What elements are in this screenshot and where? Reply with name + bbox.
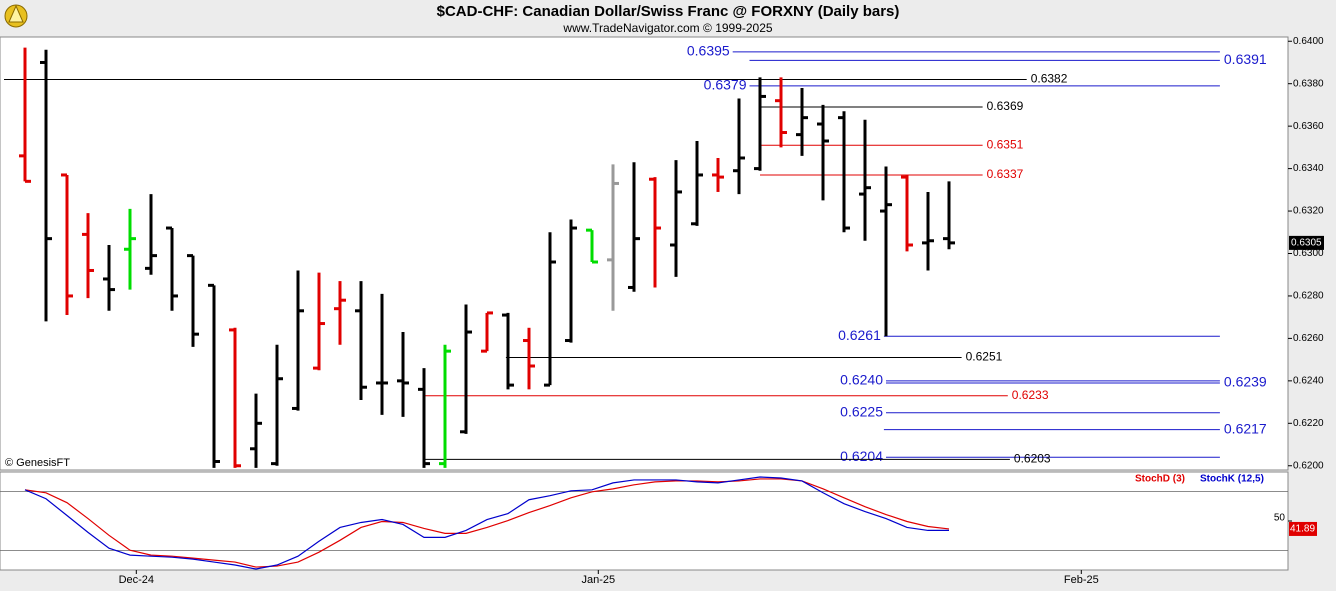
chart-title: $CAD-CHF: Canadian Dollar/Swiss Franc @ …: [437, 3, 900, 20]
legend-entry: StochD (3): [1135, 474, 1185, 485]
level-label: 0.6337: [987, 167, 1024, 181]
x-tick-label: Dec-24: [119, 574, 154, 586]
x-tick-label: Jan-25: [581, 574, 615, 586]
last-price-box: [1289, 235, 1324, 250]
price-panel: [0, 36, 1289, 471]
y-tick-label: 0.6320: [1293, 206, 1324, 217]
level-label: 0.6233: [1012, 388, 1049, 402]
y-tick-label: 0.6240: [1293, 375, 1324, 386]
last-value-label: 41.89: [1290, 524, 1315, 535]
chart-subtitle: www.TradeNavigator.com © 1999-2025: [562, 21, 772, 35]
last-price-label: 0.6305: [1291, 238, 1322, 249]
level-label: 0.6379: [704, 77, 747, 93]
y-tick-label: 0.6280: [1293, 291, 1324, 302]
y-tick-label: 0.6380: [1293, 78, 1324, 89]
level-label: 0.6261: [838, 327, 881, 343]
level-label: 0.6391: [1224, 51, 1267, 67]
level-label: 0.6204: [840, 448, 883, 464]
level-label: 0.6203: [1014, 452, 1051, 466]
level-label: 0.6251: [966, 350, 1003, 364]
y-tick-label: 0.6300: [1293, 248, 1324, 259]
stoch-line: [24, 476, 949, 570]
y-tick-label: 0.6360: [1293, 121, 1324, 132]
y-tick-label: 0.6220: [1293, 418, 1324, 429]
level-label: 0.6351: [987, 137, 1024, 151]
level-label: 0.6239: [1224, 374, 1267, 390]
y-tick-label: 50: [1274, 513, 1286, 524]
y-tick-label: 0.6260: [1293, 333, 1324, 344]
y-tick-label: 0.6340: [1293, 163, 1324, 174]
x-tick-label: Feb-25: [1064, 574, 1099, 586]
logo: [4, 4, 28, 28]
y-tick-label: 0.6200: [1293, 460, 1324, 471]
level-label: 0.6369: [987, 99, 1024, 113]
stoch-panel: [0, 471, 1289, 571]
source-note: © GenesisFT: [5, 457, 70, 469]
last-value-box: [1289, 521, 1317, 536]
y-tick-label: 0.6400: [1293, 36, 1324, 47]
legend-entry: StochK (12,5): [1200, 474, 1264, 485]
level-label: 0.6240: [840, 372, 883, 388]
level-label: 0.6382: [1031, 72, 1068, 86]
level-label: 0.6395: [687, 43, 730, 59]
level-label: 0.6217: [1224, 420, 1267, 436]
level-label: 0.6225: [840, 403, 883, 419]
